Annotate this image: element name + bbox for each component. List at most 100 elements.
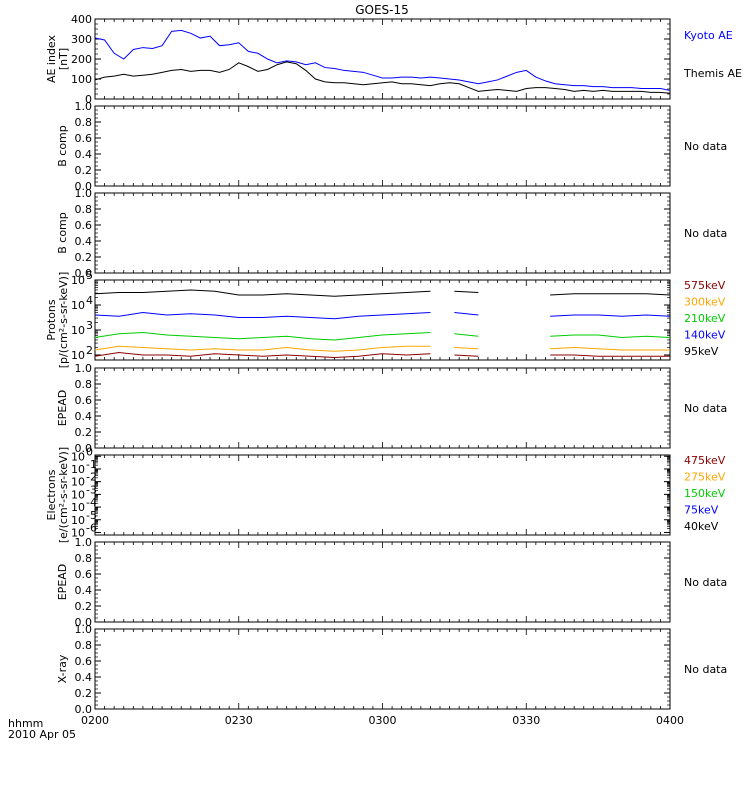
y-tick-label: 10 (71, 450, 85, 463)
y-tick-label: 1.0 (75, 623, 93, 636)
y-tick-label: 0.8 (75, 378, 93, 391)
panel-epead1: 0.0 0.2 0.4 0.6 0.8 1.0 EPEAD No data (56, 362, 727, 455)
panel-ae: 0 100 200 300 400 AE index [nT] Kyoto AE Themis … (45, 13, 742, 106)
y-tick-label: 0.4 (75, 671, 93, 684)
y-axis-label: X-ray (56, 654, 69, 683)
panel-frame (94, 541, 671, 623)
y-tick-label: 10 (71, 476, 85, 489)
series-line-210kev (94, 331, 431, 341)
y-tick-label: 0.6 (75, 568, 93, 581)
y-tick-label: 300 (71, 33, 92, 46)
series-line-300kev (94, 345, 431, 352)
y-axis-label: EPEAD (56, 564, 69, 601)
series-line-themis-ae (94, 61, 671, 94)
time-tick-label: 0400 (656, 714, 684, 727)
y-axis-label: Protons (45, 299, 58, 340)
right-label: 275keV (684, 471, 726, 484)
time-axis-label-hhmm: hhmm (8, 717, 43, 730)
series-line-300kev (454, 347, 479, 350)
y-tick-exponent: 5 (86, 269, 93, 282)
y-tick-label: 10 (71, 501, 85, 514)
right-label: 40keV (684, 520, 719, 533)
y-axis-label: B comp (56, 125, 69, 167)
panel-bcomp1: 0.0 0.2 0.4 0.6 0.8 1.0 B comp No data (56, 100, 727, 193)
right-label: 140keV (684, 329, 726, 342)
y-tick-label: 0.6 (75, 132, 93, 145)
y-tick-label: 0.8 (75, 203, 93, 216)
y-tick-exponent: 4 (86, 294, 93, 307)
y-tick-label: 10 (71, 514, 85, 527)
right-label: 210keV (684, 312, 726, 325)
series-line-210kev (550, 334, 671, 339)
series-line-kyoto-ae (94, 29, 671, 91)
y-tick-label: 0.0 (75, 703, 93, 716)
series-line-140kev (94, 311, 431, 320)
y-tick-label: 0.8 (75, 639, 93, 652)
y-tick-label: 1.0 (75, 536, 93, 549)
y-axis-label: AE index (45, 34, 58, 83)
right-label: 300keV (684, 296, 726, 309)
y-tick-label: 10 (71, 349, 85, 362)
panel-frame (94, 367, 671, 449)
y-tick-label: 10 (71, 299, 85, 312)
panel-epead2: 0.0 0.2 0.4 0.6 0.8 1.0 EPEAD No data (56, 536, 727, 629)
y-tick-label: 10 (71, 488, 85, 501)
y-axis-label: [p/(cm²-s-sr-keV)] (57, 272, 70, 369)
panel-frame (94, 628, 671, 710)
y-tick-label: 0.4 (75, 235, 93, 248)
chart-title: GOES-15 (355, 3, 409, 17)
y-tick-exponent: -1 (86, 458, 97, 471)
y-tick-label: 0.0 (75, 267, 93, 280)
y-axis-label: [e/(cm²-s-sr-keV)] (57, 447, 70, 543)
y-tick-label: 1.0 (75, 100, 93, 113)
y-tick-label: 10 (71, 324, 85, 337)
right-label: No data (684, 140, 727, 153)
y-tick-label: 100 (71, 73, 92, 86)
y-tick-exponent: 3 (86, 319, 93, 332)
right-label: No data (684, 227, 727, 240)
right-label: No data (684, 576, 727, 589)
y-tick-label: 0.6 (75, 394, 93, 407)
panel-xray: 0.0 0.2 0.4 0.6 0.8 1.0 X-ray No data (56, 623, 727, 716)
time-tick-label: 0300 (369, 714, 397, 727)
y-tick-label: 10 (71, 274, 85, 287)
y-tick-label: 1.0 (75, 187, 93, 200)
time-axis: 0200 0230 0300 0330 0400 (81, 714, 684, 727)
y-tick-exponent: -5 (86, 509, 97, 522)
panel-frame (94, 454, 671, 536)
y-tick-label: 400 (71, 13, 92, 26)
right-label: 95keV (684, 345, 719, 358)
series-line-300kev (550, 346, 670, 351)
y-tick-label: 0.2 (75, 426, 93, 439)
y-tick-exponent: -3 (86, 483, 97, 496)
y-tick-label: 0.4 (75, 148, 93, 161)
series-line-575kev (454, 354, 479, 357)
right-label: Kyoto AE (684, 29, 733, 42)
panel-frame (94, 18, 671, 100)
series-line-95kev (94, 289, 431, 297)
right-label: 75keV (684, 504, 719, 517)
y-tick-label: 0.8 (75, 552, 93, 565)
panel-frame (94, 105, 671, 187)
y-tick-label: 0.0 (75, 180, 93, 193)
series-line-575kev (550, 354, 670, 357)
y-tick-exponent: -6 (86, 521, 97, 534)
time-axis-label-date: 2010 Apr 05 (8, 728, 76, 741)
series-line-95kev (454, 290, 479, 293)
right-label: 475keV (684, 454, 726, 467)
y-tick-label: 10 (71, 463, 85, 476)
right-label: 150keV (684, 487, 726, 500)
y-axis-label: EPEAD (56, 390, 69, 427)
time-tick-label: 0330 (512, 714, 540, 727)
y-tick-label: 0.2 (75, 251, 93, 264)
series-line-95kev (550, 293, 671, 296)
y-tick-label: 0.6 (75, 219, 93, 232)
y-tick-label: 0.4 (75, 410, 93, 423)
y-tick-exponent: 2 (86, 344, 93, 357)
y-axis-label: Electrons (45, 469, 58, 520)
y-tick-label: 0 (85, 93, 92, 106)
series-line-140kev (454, 312, 479, 316)
right-label: No data (684, 402, 727, 415)
